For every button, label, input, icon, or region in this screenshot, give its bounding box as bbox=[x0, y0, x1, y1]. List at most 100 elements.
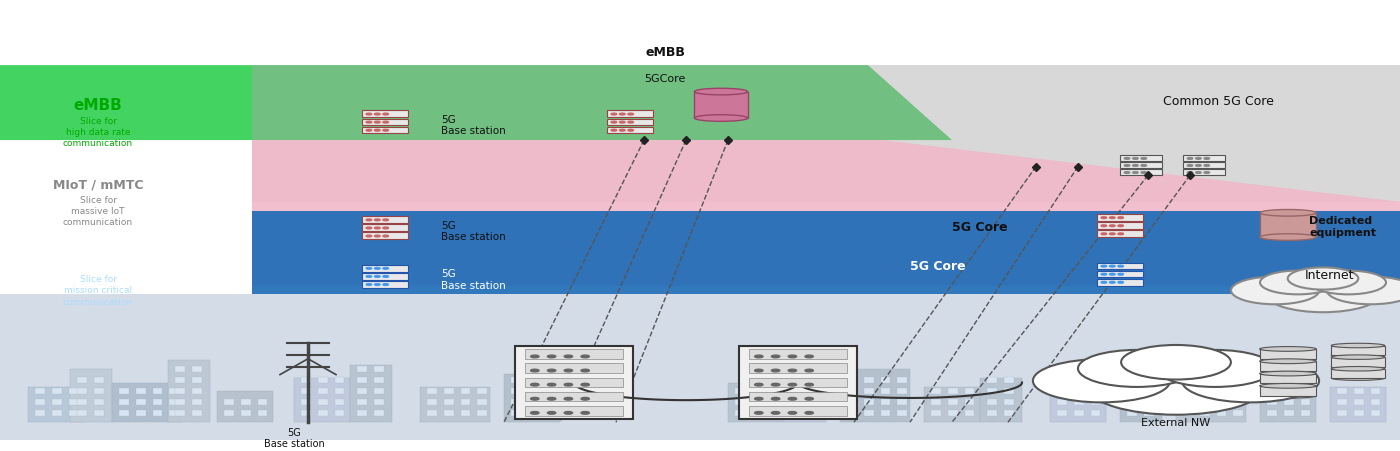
Ellipse shape bbox=[1260, 384, 1316, 388]
Circle shape bbox=[581, 355, 589, 358]
FancyBboxPatch shape bbox=[608, 111, 652, 118]
Circle shape bbox=[547, 412, 556, 414]
Bar bbox=[94, 410, 104, 416]
Bar bbox=[1301, 400, 1310, 405]
Bar bbox=[192, 410, 202, 416]
Bar bbox=[1057, 400, 1067, 405]
Circle shape bbox=[384, 122, 389, 124]
Bar bbox=[35, 388, 45, 394]
Bar bbox=[35, 400, 45, 405]
Bar bbox=[1057, 388, 1067, 394]
Bar bbox=[948, 400, 958, 405]
Circle shape bbox=[367, 114, 372, 116]
Bar bbox=[461, 410, 470, 416]
Circle shape bbox=[367, 228, 372, 229]
Circle shape bbox=[610, 122, 616, 124]
Circle shape bbox=[805, 383, 813, 386]
Circle shape bbox=[375, 122, 381, 124]
Bar bbox=[864, 410, 874, 416]
FancyBboxPatch shape bbox=[1098, 215, 1144, 221]
Ellipse shape bbox=[1260, 234, 1316, 241]
Bar bbox=[301, 410, 311, 416]
Circle shape bbox=[531, 355, 539, 358]
Bar bbox=[77, 377, 87, 383]
Bar bbox=[897, 410, 907, 416]
Bar bbox=[301, 388, 311, 394]
Circle shape bbox=[1204, 165, 1210, 167]
Circle shape bbox=[1187, 158, 1193, 160]
Ellipse shape bbox=[1260, 369, 1316, 374]
Circle shape bbox=[1033, 359, 1170, 402]
Polygon shape bbox=[252, 211, 1400, 295]
Polygon shape bbox=[252, 66, 1400, 202]
Bar bbox=[1004, 410, 1014, 416]
Bar bbox=[294, 378, 350, 422]
Bar bbox=[1267, 388, 1277, 394]
Bar bbox=[35, 410, 45, 416]
Bar bbox=[52, 400, 62, 405]
Text: Slice for
mission critical
communication: Slice for mission critical communication bbox=[63, 275, 133, 306]
Bar bbox=[1354, 400, 1364, 405]
FancyBboxPatch shape bbox=[608, 127, 652, 134]
Circle shape bbox=[564, 355, 573, 358]
Circle shape bbox=[1124, 158, 1130, 160]
Bar bbox=[1337, 400, 1347, 405]
Bar bbox=[1217, 400, 1226, 405]
Bar bbox=[545, 377, 554, 383]
Circle shape bbox=[367, 122, 372, 124]
Bar bbox=[258, 410, 267, 416]
Bar bbox=[119, 388, 129, 394]
Bar bbox=[444, 410, 454, 416]
Circle shape bbox=[581, 412, 589, 414]
Bar bbox=[318, 388, 328, 394]
Text: Slice for
high data rate
communication: Slice for high data rate communication bbox=[63, 116, 133, 147]
Bar bbox=[192, 400, 202, 405]
Bar bbox=[791, 410, 801, 416]
Bar bbox=[175, 400, 185, 405]
Circle shape bbox=[1133, 165, 1138, 167]
Circle shape bbox=[547, 397, 556, 400]
Bar bbox=[28, 387, 84, 422]
Circle shape bbox=[788, 355, 797, 358]
Circle shape bbox=[1110, 217, 1116, 219]
Bar bbox=[1284, 410, 1294, 416]
FancyBboxPatch shape bbox=[694, 92, 748, 119]
Circle shape bbox=[805, 355, 813, 358]
Bar bbox=[1284, 400, 1294, 405]
FancyBboxPatch shape bbox=[361, 127, 409, 134]
Bar bbox=[881, 410, 890, 416]
Bar bbox=[192, 377, 202, 383]
Circle shape bbox=[384, 268, 389, 270]
Circle shape bbox=[1119, 282, 1123, 284]
Bar bbox=[52, 410, 62, 416]
Bar bbox=[881, 400, 890, 405]
Bar bbox=[175, 388, 185, 394]
Circle shape bbox=[1110, 266, 1116, 267]
Text: 5GCore: 5GCore bbox=[644, 74, 686, 84]
Bar bbox=[427, 388, 437, 394]
Bar bbox=[525, 364, 623, 373]
Bar bbox=[987, 410, 997, 416]
Bar bbox=[864, 377, 874, 383]
Circle shape bbox=[1102, 226, 1106, 227]
Bar bbox=[301, 377, 311, 383]
Bar bbox=[545, 410, 554, 416]
Circle shape bbox=[384, 220, 389, 221]
Bar bbox=[461, 388, 470, 394]
Bar bbox=[528, 410, 538, 416]
Bar bbox=[1176, 391, 1246, 422]
Bar bbox=[169, 410, 179, 416]
Circle shape bbox=[1121, 345, 1231, 380]
Ellipse shape bbox=[1331, 355, 1385, 359]
Bar bbox=[980, 378, 1022, 422]
Bar bbox=[335, 400, 344, 405]
Text: Internet: Internet bbox=[1305, 268, 1355, 281]
Bar bbox=[525, 350, 623, 359]
Circle shape bbox=[384, 228, 389, 229]
Bar bbox=[752, 410, 762, 416]
Circle shape bbox=[1088, 359, 1264, 415]
Bar bbox=[1354, 388, 1364, 394]
Bar bbox=[1337, 410, 1347, 416]
Bar bbox=[136, 400, 146, 405]
FancyBboxPatch shape bbox=[1098, 263, 1144, 270]
